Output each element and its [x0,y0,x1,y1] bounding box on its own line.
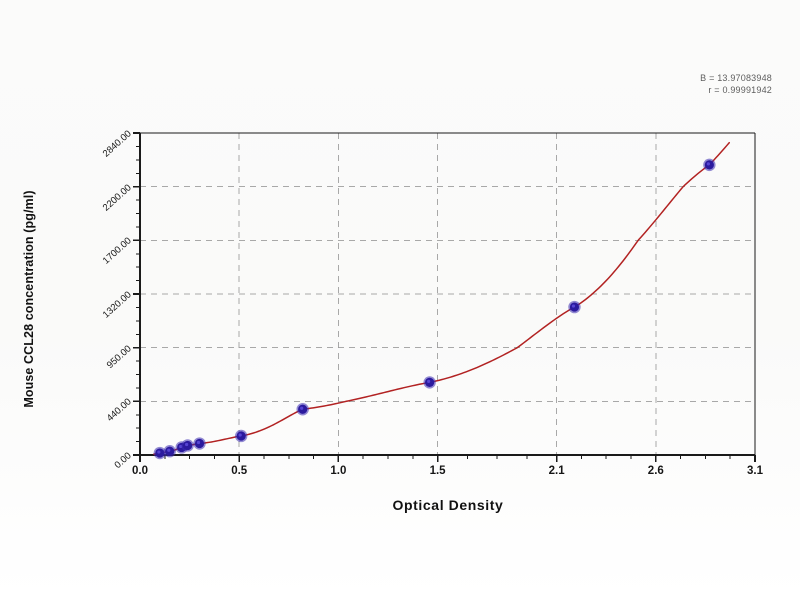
x-axis-title: Optical Density [392,497,504,513]
x-axis-tick-label: 2.1 [548,465,565,477]
axis-ticks [133,132,756,462]
x-axis-tick-label: 0.0 [132,465,148,477]
x-axis-tick-label: 1.5 [429,465,446,477]
x-axis-tick-label: 3.1 [747,465,763,477]
data-point [181,439,194,452]
fit-statistics-annotation: B = 13.97083948 r = 0.99991942 [700,72,772,96]
data-point [193,437,206,450]
data-point [163,445,176,458]
data-points [153,158,716,460]
x-axis-tick-label: 2.6 [647,465,664,477]
data-point [568,300,581,314]
gridlines [140,132,756,455]
data-point [703,158,716,172]
x-axis-tick-label: 0.5 [231,465,248,477]
correlation-label: r = 0.99991942 [708,85,772,95]
data-point [423,376,436,389]
data-point [153,446,167,460]
slope-label: B = 13.97083948 [700,73,772,83]
fit-curve [153,141,730,455]
data-point [296,403,309,416]
x-axis-tick-label: 1.0 [330,465,347,477]
data-point [234,429,248,443]
